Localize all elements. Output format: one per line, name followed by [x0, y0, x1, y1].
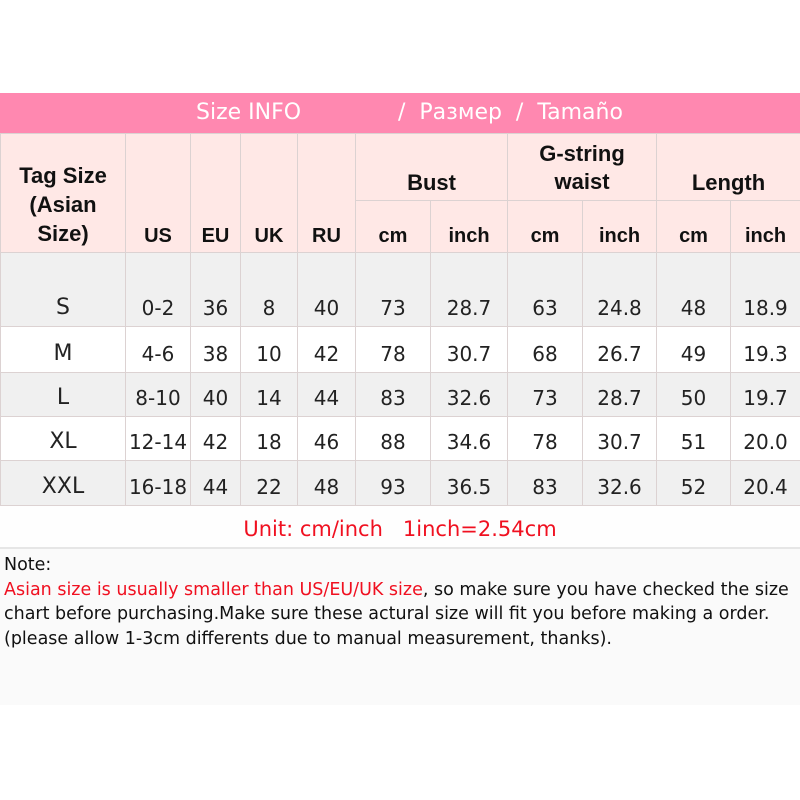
title-translations: / Размер / Tamaño	[398, 100, 623, 125]
header-bust-inch: inch	[429, 200, 509, 253]
title-size-info: Size INFO	[196, 100, 302, 125]
unit-note: Unit: cm/inch 1inch=2.54cm	[0, 506, 800, 549]
table-cell: 8-10	[125, 372, 191, 417]
table-row: S 0-2 36 8 40 73 28.7 63 24.8 48 18.9	[0, 252, 800, 327]
table-cell: 32.6	[582, 460, 658, 506]
table-row: XXL 16-18 44 22 48 93 36.5 83 32.6 52 20.4	[0, 460, 800, 506]
table-cell: 19.3	[730, 326, 800, 373]
table-cell: 38	[190, 326, 241, 373]
header-length-inch: inch	[730, 200, 800, 253]
table-row: XL 12-14 42 18 46 88 34.6 78 30.7 51 20.0	[0, 416, 800, 461]
table-cell: 36.5	[429, 460, 509, 506]
table-cell: 78	[507, 416, 584, 461]
cell-tag-size: L	[0, 372, 126, 417]
note-text: , so make sure you have checked the size…	[4, 579, 789, 649]
header-tag-size: Tag Size (Asian Size)	[0, 133, 126, 253]
header-bust-cm: cm	[355, 200, 431, 253]
header-length-cm: cm	[656, 200, 732, 253]
table-cell: 0-2	[125, 252, 191, 327]
table-cell: 40	[190, 372, 241, 417]
table-cell: 10	[240, 326, 298, 373]
table-cell: 28.7	[429, 252, 509, 327]
table-cell: 18	[240, 416, 298, 461]
size-table: Tag Size (Asian Size) US EU UK RU Bust G…	[0, 133, 800, 506]
header-bust: Bust	[354, 133, 509, 201]
table-cell: 42	[190, 416, 241, 461]
table-cell: 46	[297, 416, 356, 461]
table-cell: 16-18	[125, 460, 191, 506]
table-cell: 42	[297, 326, 356, 373]
note-warning: Asian size is usually smaller than US/EU…	[4, 579, 423, 600]
table-cell: 18.9	[730, 252, 800, 327]
table-cell: 78	[355, 326, 431, 373]
note-label: Note:	[4, 555, 52, 575]
table-cell: 83	[355, 372, 431, 417]
table-cell: 83	[507, 460, 584, 506]
cell-tag-size: S	[0, 252, 126, 327]
table-cell: 73	[507, 372, 584, 417]
table-cell: 68	[507, 326, 584, 373]
table-cell: 44	[190, 460, 241, 506]
table-cell: 26.7	[582, 326, 658, 373]
table-cell: 73	[355, 252, 431, 327]
header-gstring-waist: G-string waist	[507, 133, 658, 201]
table-cell: 14	[240, 372, 298, 417]
cell-tag-size: XL	[0, 416, 126, 461]
table-cell: 49	[656, 326, 732, 373]
header-length: Length	[656, 133, 800, 201]
header-us: US	[125, 133, 191, 253]
table-cell: 50	[656, 372, 732, 417]
table-cell: 36	[190, 252, 241, 327]
table-cell: 48	[656, 252, 732, 327]
table-row: L 8-10 40 14 44 83 32.6 73 28.7 50 19.7	[0, 372, 800, 417]
header-ru: RU	[297, 133, 356, 253]
table-cell: 40	[297, 252, 356, 327]
table-cell: 30.7	[429, 326, 509, 373]
table-cell: 4-6	[125, 326, 191, 373]
table-cell: 22	[240, 460, 298, 506]
note-section: Note: Asian size is usually smaller than…	[0, 549, 800, 705]
table-cell: 32.6	[429, 372, 509, 417]
table-cell: 34.6	[429, 416, 509, 461]
table-cell: 63	[507, 252, 584, 327]
table-cell: 88	[355, 416, 431, 461]
table-cell: 30.7	[582, 416, 658, 461]
table-row: M 4-6 38 10 42 78 30.7 68 26.7 49 19.3	[0, 326, 800, 373]
cell-tag-size: XXL	[0, 460, 126, 506]
table-cell: 20.4	[730, 460, 800, 506]
table-cell: 8	[240, 252, 298, 327]
header-uk: UK	[240, 133, 298, 253]
table-cell: 44	[297, 372, 356, 417]
table-cell: 93	[355, 460, 431, 506]
table-cell: 28.7	[582, 372, 658, 417]
table-cell: 20.0	[730, 416, 800, 461]
table-cell: 48	[297, 460, 356, 506]
header-waist-cm: cm	[507, 200, 584, 253]
table-cell: 12-14	[125, 416, 191, 461]
table-cell: 19.7	[730, 372, 800, 417]
title-banner: Size INFO / Размер / Tamaño	[0, 93, 800, 133]
header-eu: EU	[190, 133, 241, 253]
table-cell: 24.8	[582, 252, 658, 327]
cell-tag-size: M	[0, 326, 126, 373]
table-cell: 52	[656, 460, 732, 506]
header-waist-inch: inch	[582, 200, 658, 253]
table-cell: 51	[656, 416, 732, 461]
